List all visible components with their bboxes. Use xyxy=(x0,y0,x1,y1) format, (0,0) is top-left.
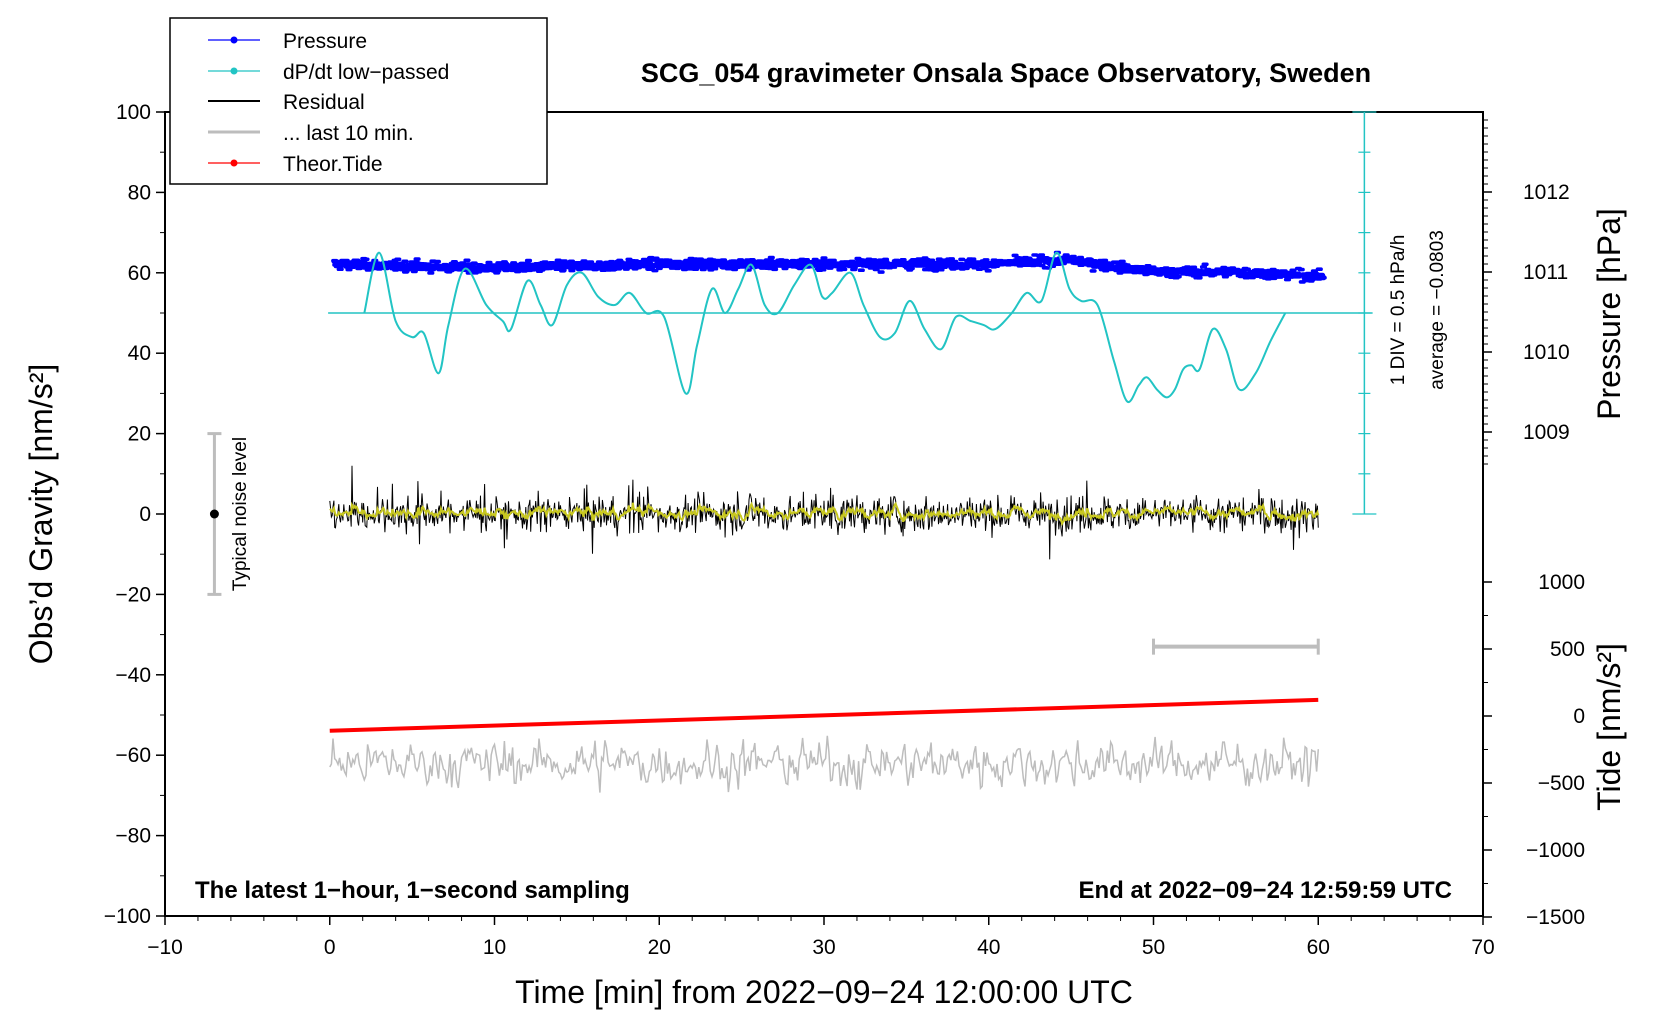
x-tick-label: −10 xyxy=(147,936,183,959)
dpdt-average-label: average = −0.0803 xyxy=(1427,230,1448,390)
y-tick-label: 0 xyxy=(139,503,151,526)
pressure-tick-label: 1009 xyxy=(1523,421,1570,444)
tide-series xyxy=(329,697,1319,733)
noise-bar-center xyxy=(209,509,219,519)
residual-smoothed-series xyxy=(329,501,1320,527)
y-axis-title-tide: Tide [nm/s²] xyxy=(1591,643,1627,811)
tide-tick-label: 500 xyxy=(1550,638,1585,661)
dpdt-scale-label: 1 DIV = 0.5 hPa/h xyxy=(1388,235,1409,386)
y-axis-title-left: Obs’d Gravity [nm/s²] xyxy=(23,364,59,665)
last10-series xyxy=(329,735,1320,793)
annotation-layer xyxy=(207,111,1377,655)
x-tick-label: 50 xyxy=(1142,936,1165,959)
y-tick-label: −40 xyxy=(115,664,151,687)
y-tick-label: −100 xyxy=(104,905,151,928)
legend-marker-dpdt xyxy=(230,67,238,75)
tide-tick-label: 0 xyxy=(1573,705,1585,728)
legend-label-pressure: Pressure xyxy=(283,30,367,53)
y-tick-label: 80 xyxy=(128,181,151,204)
pressure-series xyxy=(331,250,1327,284)
y-tick-label: −20 xyxy=(115,583,151,606)
y-tick-label: 100 xyxy=(116,101,151,124)
legend-marker-tide xyxy=(230,159,238,167)
y-tick-label: −80 xyxy=(115,825,151,848)
tide-tick-label: −500 xyxy=(1538,772,1585,795)
tide-tick-label: −1500 xyxy=(1526,906,1585,929)
x-tick-label: 60 xyxy=(1307,936,1330,959)
pressure-tick-label: 1011 xyxy=(1523,261,1568,284)
legend-label-dpdt: dP/dt low−passed xyxy=(283,61,449,84)
x-tick-label: 40 xyxy=(977,936,1000,959)
x-tick-label: 30 xyxy=(812,936,835,959)
legend-label-tide: Theor.Tide xyxy=(283,153,383,176)
data-layer xyxy=(328,250,1373,793)
x-tick-label: 20 xyxy=(648,936,671,959)
legend-label-last10: ... last 10 min. xyxy=(283,122,414,145)
dpdt-series xyxy=(363,251,1287,404)
y-tick-label: 20 xyxy=(128,423,151,446)
x-tick-label: 10 xyxy=(483,936,506,959)
legend-label-residual: Residual xyxy=(283,91,365,114)
y-tick-label: 40 xyxy=(128,342,151,365)
tick-layer: −10 0 10 20 30 40 50 60 70100806040200−20−40−60−… xyxy=(104,101,1585,959)
footer-right: End at 2022−09−24 12:59:59 UTC xyxy=(1078,877,1452,904)
y-tick-label: −60 xyxy=(115,744,151,767)
residual-series xyxy=(329,465,1319,560)
tide-tick-label: 1000 xyxy=(1538,571,1585,594)
noise-level-label: Typical noise level xyxy=(230,437,251,591)
pressure-tick-label: 1010 xyxy=(1523,341,1570,364)
chart-title: SCG_054 gravimeter Onsala Space Observat… xyxy=(641,58,1371,88)
x-axis-title: Time [min] from 2022−09−24 12:00:00 UTC xyxy=(515,974,1133,1010)
tide-tick-label: −1000 xyxy=(1526,839,1585,862)
x-tick-label: 0 xyxy=(324,936,336,959)
footer-left: The latest 1−hour, 1−second sampling xyxy=(195,877,630,904)
legend-marker-pressure xyxy=(230,36,238,44)
y-axis-title-pressure: Pressure [hPa] xyxy=(1591,208,1627,420)
y-tick-label: 60 xyxy=(128,262,151,285)
legend: Pressure dP/dt low−passed Residual ... l… xyxy=(169,17,548,185)
x-tick-label: 70 xyxy=(1471,936,1494,959)
pressure-tick-label: 1012 xyxy=(1523,181,1570,204)
